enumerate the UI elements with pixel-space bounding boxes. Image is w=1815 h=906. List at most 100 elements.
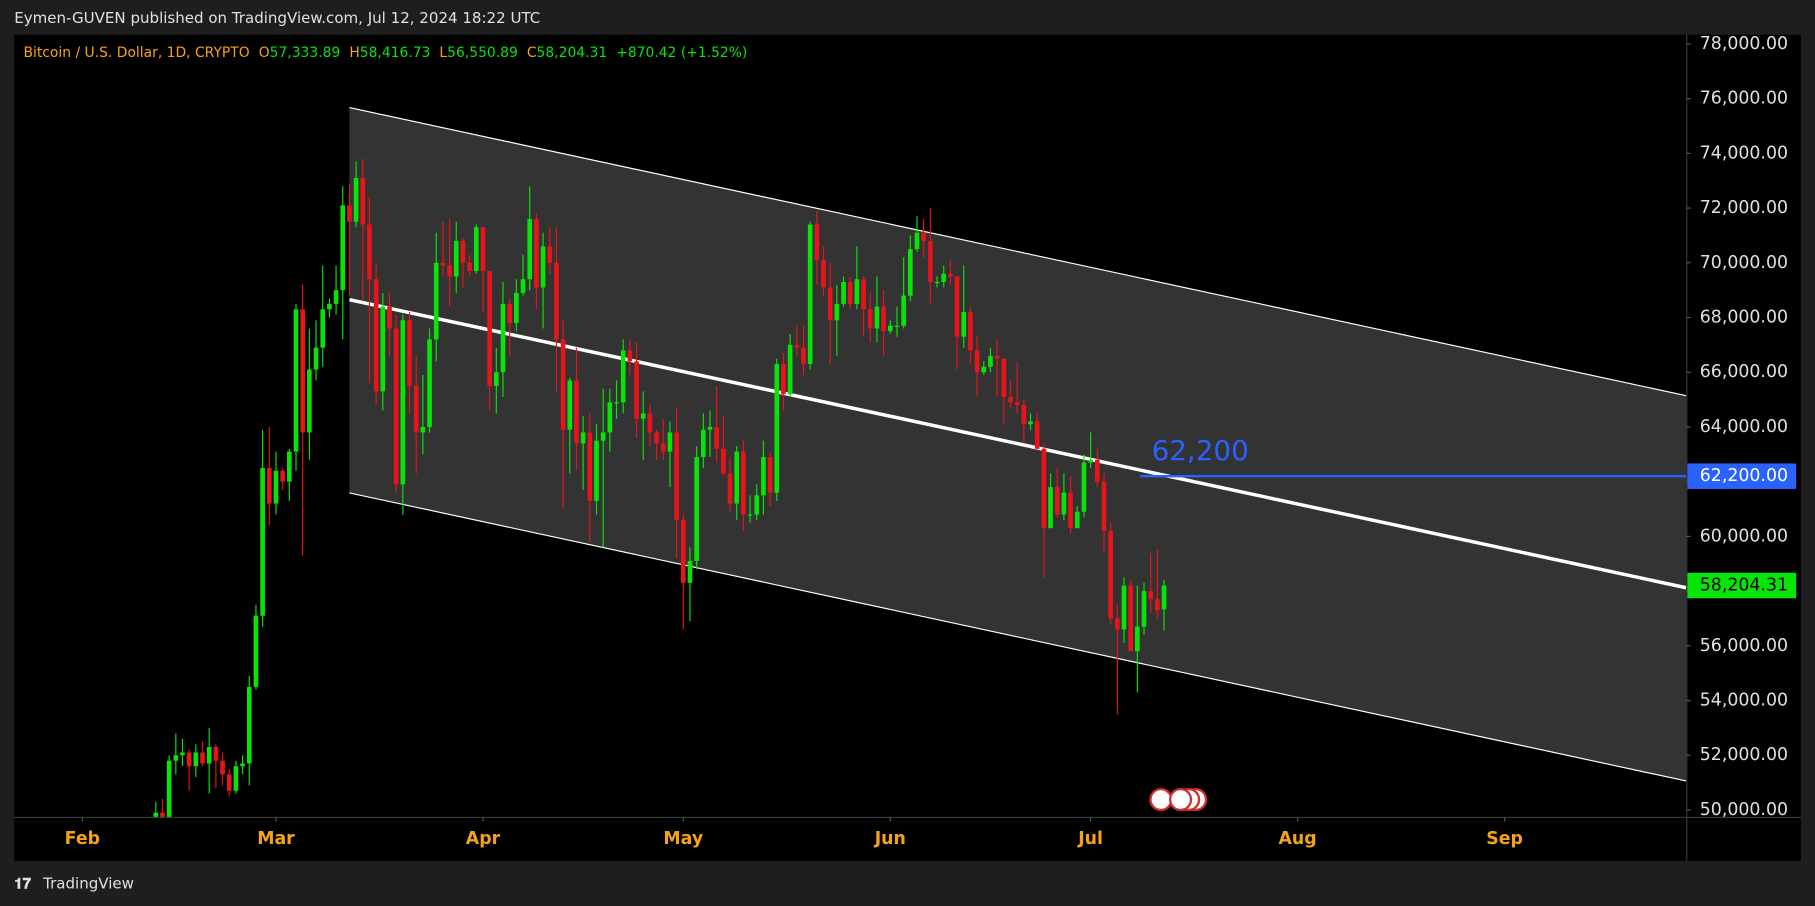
candle-body — [467, 262, 472, 272]
candle-body — [634, 361, 639, 419]
event-icon[interactable] — [1169, 787, 1193, 812]
candle-body — [480, 227, 486, 272]
candle-body — [380, 306, 386, 392]
candle-body — [200, 752, 205, 764]
candle-body — [500, 303, 506, 373]
candle-body — [320, 309, 326, 348]
candle-body — [193, 752, 199, 767]
channel-upper — [349, 107, 1687, 397]
candle-body — [300, 309, 306, 433]
plot-area: 62,200 — [153, 107, 1687, 817]
candle-body — [313, 347, 319, 370]
candle-body — [774, 364, 780, 493]
candle-body — [427, 339, 432, 427]
candle-body — [847, 281, 853, 304]
event-icon[interactable] — [1149, 787, 1173, 812]
y-tick-label: 64,000.00 — [1700, 417, 1788, 437]
candle-body — [1121, 585, 1127, 630]
candle-body — [173, 755, 179, 761]
candle-body — [761, 457, 766, 496]
footer-logo: 𝟏𝟕 TradingView — [14, 875, 134, 893]
publisher-line: Eymen-GUVEN published on TradingView.com… — [14, 9, 540, 27]
candle-body — [787, 344, 793, 395]
candle-body — [1141, 591, 1147, 627]
candle-body — [594, 440, 599, 501]
x-tick-label: Feb — [65, 829, 100, 849]
candle-body — [226, 774, 232, 791]
open-prefix: O — [259, 45, 270, 61]
high-prefix: H — [349, 45, 359, 61]
candle-body — [1028, 421, 1033, 425]
candle-body — [266, 467, 272, 504]
candle-body — [734, 451, 740, 504]
candle-body — [867, 309, 873, 329]
candle-body — [153, 812, 159, 817]
y-tick-label: 78,000.00 — [1700, 34, 1788, 54]
candle-body — [794, 344, 800, 348]
candle-body — [721, 448, 726, 474]
candle-body — [821, 260, 826, 288]
candle-body — [654, 432, 659, 444]
candle-body — [253, 615, 259, 687]
candle-body — [1054, 487, 1060, 515]
y-tick-label: 52,000.00 — [1700, 745, 1788, 765]
candle-body — [988, 355, 993, 367]
candle-body — [1128, 585, 1133, 652]
last-price-badge — [1687, 572, 1797, 599]
candle-body — [1081, 462, 1087, 512]
candle-body — [220, 760, 225, 775]
candle-body — [727, 473, 733, 504]
candle-body — [961, 312, 967, 337]
level-annotation: 62,200 — [1152, 434, 1249, 467]
candle-body — [767, 457, 773, 493]
candle-body — [540, 246, 546, 288]
candle-body — [894, 325, 900, 327]
candle-body — [507, 303, 512, 324]
candle-body — [680, 519, 686, 583]
candle-body — [347, 205, 352, 222]
candle-body — [1074, 511, 1080, 529]
candle-body — [514, 292, 519, 324]
y-tick-label: 66,000.00 — [1700, 362, 1788, 382]
candle-body — [587, 432, 593, 501]
candle-body — [520, 279, 526, 293]
x-tick-label: May — [663, 829, 703, 849]
candle-body — [1068, 492, 1073, 529]
candle-body — [607, 402, 613, 433]
close-prefix: C — [527, 45, 537, 61]
candle-body — [560, 339, 566, 430]
symbol-title: Bitcoin / U.S. Dollar, 1D, CRYPTO — [23, 45, 249, 61]
x-tick-label: Jun — [874, 829, 906, 849]
candle-body — [367, 224, 372, 280]
close-value: 58,204.31 — [537, 45, 608, 61]
y-tick-label: 74,000.00 — [1700, 143, 1788, 163]
candle-body — [240, 763, 245, 767]
candle-body — [827, 287, 833, 321]
candle-body — [687, 561, 693, 583]
candle-body — [166, 760, 172, 817]
candle-body — [1108, 530, 1113, 619]
candle-body — [674, 432, 679, 520]
candle-body — [701, 429, 706, 458]
candle-body — [781, 364, 786, 395]
low-value: 56,550.89 — [447, 45, 518, 61]
candle-body — [854, 279, 860, 304]
x-tick-label: Sep — [1486, 829, 1523, 849]
candle-body — [887, 325, 893, 332]
candle-body — [206, 747, 212, 764]
candle-body — [1155, 599, 1160, 611]
candle-body — [527, 219, 533, 280]
channel-lower — [349, 492, 1687, 782]
candle-body — [260, 467, 265, 616]
event-icons — [1149, 787, 1208, 812]
candle-body — [1101, 481, 1107, 531]
candle-body — [307, 369, 312, 433]
candle-body — [407, 320, 412, 386]
candle-body — [287, 451, 292, 482]
candle-body — [647, 413, 653, 433]
candle-body — [834, 303, 840, 321]
candle-body — [1034, 421, 1040, 449]
candle-body — [694, 457, 699, 562]
candle-body — [627, 350, 633, 362]
candle-body — [387, 306, 392, 329]
